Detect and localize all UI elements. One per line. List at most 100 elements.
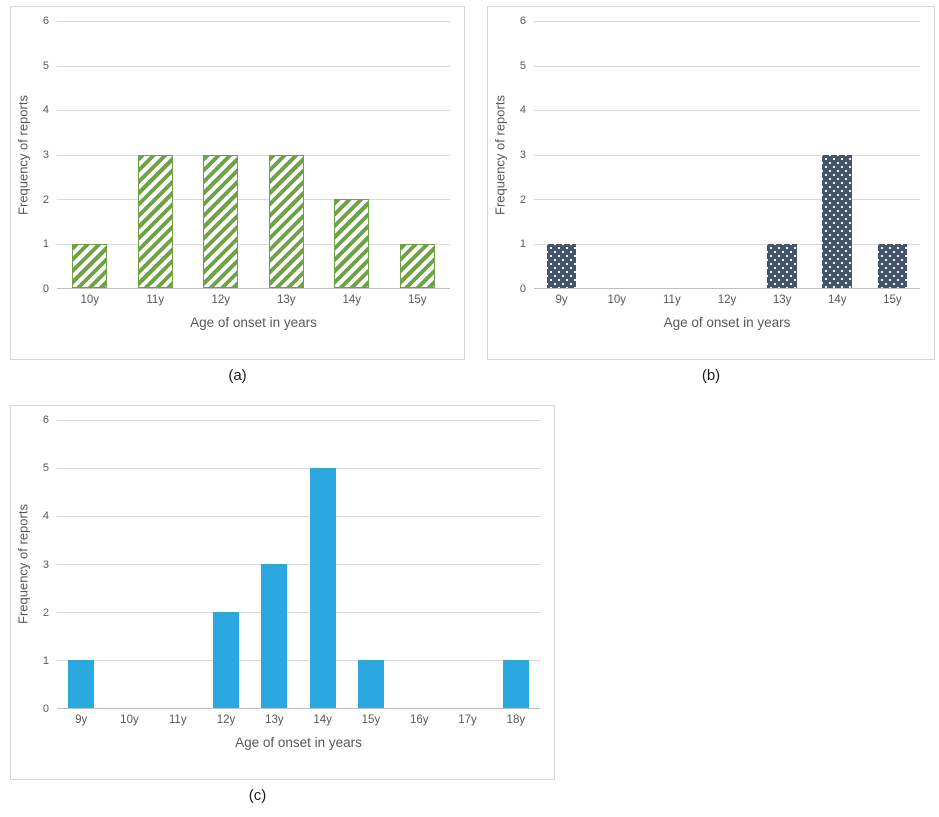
x-axis-title: Age of onset in years (235, 735, 362, 750)
bar-11y (137, 154, 173, 288)
x-axis-title: Age of onset in years (663, 315, 791, 330)
bar-14y (309, 468, 336, 708)
x-axis-ticks: 9y 10y 11y 12y 13y 14y 15y 16y 17y 18y (57, 709, 540, 729)
y-tick-label: 1 (42, 238, 49, 251)
chart-panel-c: Frequency of reports 0 1 2 3 4 5 6 9y 10y 11y 12y… (10, 405, 555, 804)
x-tick-label: 10y (607, 294, 626, 306)
bar-15y (357, 660, 384, 708)
y-tick-label: 0 (42, 703, 49, 715)
x-tick-label: 9y (75, 714, 88, 726)
y-axis-ticks: 0 1 2 3 4 5 6 (508, 15, 534, 295)
bar-slot (534, 21, 589, 288)
x-axis-ticks: 9y 10y 11y 12y 13y 14y 15y (534, 289, 920, 309)
x-tick-label: 17y (458, 714, 477, 726)
bar-13y (261, 564, 288, 708)
gridline (57, 660, 540, 662)
bar-12y (203, 154, 239, 288)
bar-18y (502, 660, 529, 708)
x-tick-label: 9y (555, 294, 568, 306)
y-tick-label: 4 (519, 104, 526, 117)
x-tick-label: 18y (506, 714, 526, 726)
gridline (57, 564, 540, 565)
x-tick-label: 12y (216, 714, 236, 726)
gridline (57, 243, 450, 245)
chart-a: Frequency of reports 0 1 2 3 4 5 6 10y 11y 12y 13… (10, 6, 465, 360)
y-axis-title: Frequency of reports (492, 95, 508, 215)
bar-15y (399, 243, 435, 288)
y-tick-label: 4 (42, 510, 49, 523)
gridline (534, 154, 920, 156)
bar-slot (755, 21, 810, 288)
y-axis-title: Frequency of reports (15, 504, 31, 625)
x-tick-label: 12y (211, 294, 231, 306)
gridline (57, 516, 540, 518)
bar-12y (213, 612, 240, 708)
bar-10y (72, 243, 108, 288)
bar-13y (767, 243, 798, 288)
x-tick-label: 15y (361, 714, 381, 726)
x-tick-label: 14y (313, 714, 332, 726)
gridline (534, 199, 920, 201)
y-tick-label: 6 (42, 15, 49, 27)
y-tick-label: 3 (42, 558, 49, 571)
chart-panel-b: Frequency of reports 0 1 2 3 4 5 6 9y 10y 11y 12y… (487, 6, 935, 384)
chart-panel-a: Frequency of reports 0 1 2 3 4 5 6 10y 11y 12y 13… (10, 6, 465, 384)
bar-slot (202, 420, 250, 708)
bar-slot (865, 21, 920, 288)
y-tick-label: 5 (42, 59, 49, 72)
bar-9y (68, 660, 95, 708)
bar-slot (188, 21, 254, 288)
bar-slot (319, 21, 385, 288)
y-tick-label: 0 (519, 283, 526, 295)
gridline (534, 21, 920, 22)
bar-slot (57, 21, 123, 288)
caption-a: (a) (228, 367, 247, 384)
y-tick-label: 3 (519, 149, 526, 161)
bar-slot (347, 420, 395, 708)
gridline (57, 199, 450, 201)
gridline (57, 612, 540, 614)
y-axis-title: Frequency of reports (15, 95, 31, 215)
gridline (57, 110, 450, 112)
plot-area (57, 420, 540, 709)
x-tick-label: 15y (883, 294, 902, 306)
gridline (57, 420, 540, 421)
bar-slot (810, 21, 865, 288)
y-tick-label: 1 (42, 654, 49, 667)
gridline (534, 243, 920, 245)
x-tick-label: 15y (407, 294, 427, 306)
chart-c: Frequency of reports 0 1 2 3 4 5 6 9y 10y 11y 12y… (10, 405, 555, 780)
x-tick-label: 12y (717, 294, 737, 306)
y-tick-label: 6 (42, 414, 49, 426)
gridline (57, 468, 540, 469)
bar-slot (123, 21, 189, 288)
bar-9y (546, 243, 577, 288)
y-tick-label: 1 (519, 238, 526, 251)
bar-slot (250, 420, 298, 708)
y-axis-ticks: 0 1 2 3 4 5 6 (31, 15, 57, 295)
caption-c: (c) (248, 787, 267, 804)
x-tick-label: 13y (772, 294, 792, 306)
bar-13y (268, 154, 304, 288)
bar-14y (822, 154, 853, 288)
y-tick-label: 0 (42, 283, 49, 295)
y-tick-label: 2 (519, 193, 526, 206)
x-tick-label: 10y (120, 714, 139, 726)
x-tick-label: 14y (828, 294, 847, 306)
caption-b: (b) (701, 367, 721, 384)
x-tick-label: 11y (663, 294, 681, 306)
bar-slot (57, 420, 105, 708)
x-axis-title: Age of onset in years (190, 315, 317, 330)
x-tick-label: 10y (80, 294, 100, 306)
bar-15y (877, 243, 908, 288)
x-tick-label: 16y (409, 714, 429, 726)
y-tick-label: 4 (42, 104, 49, 117)
bar-14y (334, 199, 370, 288)
bar-slot (298, 420, 346, 708)
bar-slot (385, 21, 451, 288)
gridline (57, 154, 450, 156)
chart-b: Frequency of reports 0 1 2 3 4 5 6 9y 10y 11y 12y… (487, 6, 935, 360)
gridline (534, 110, 920, 112)
gridline (57, 65, 450, 67)
